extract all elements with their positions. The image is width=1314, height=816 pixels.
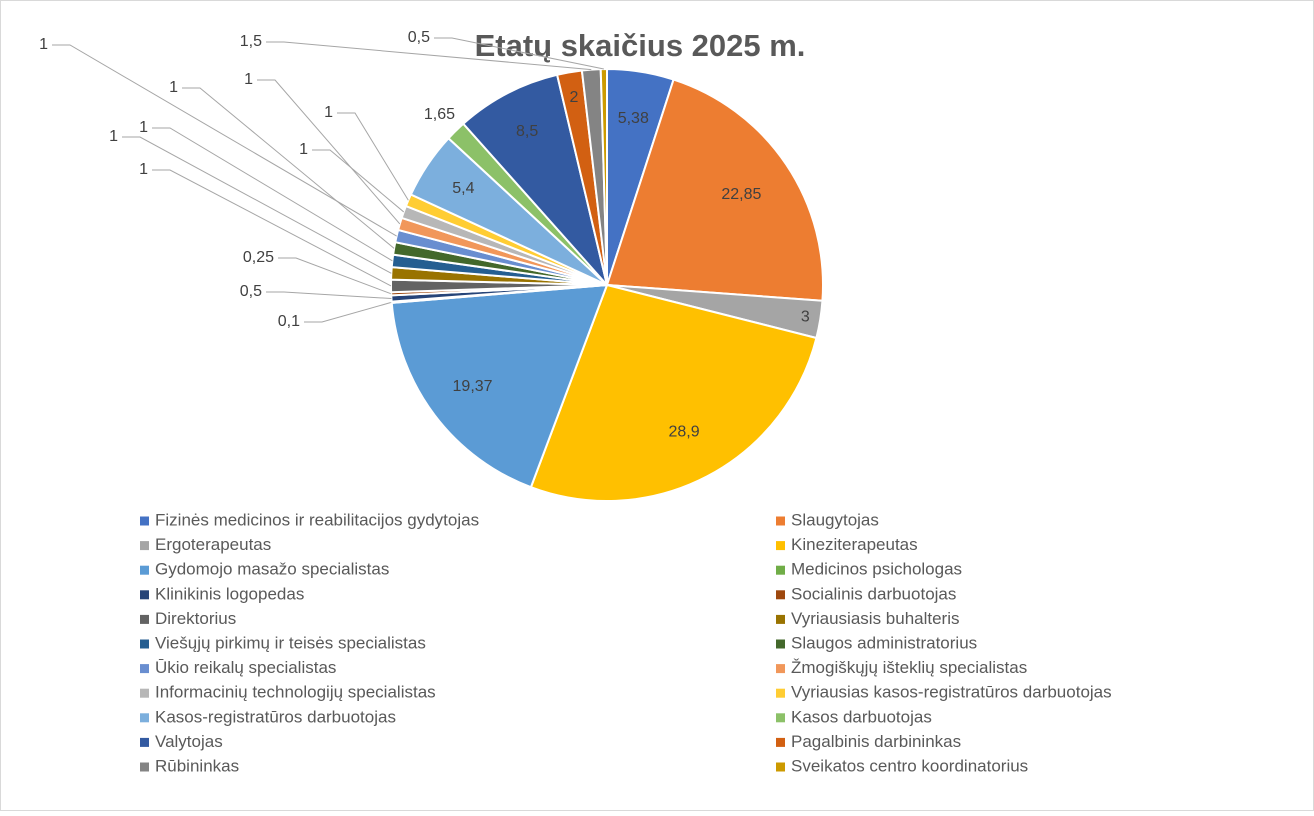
- data-label: 1: [109, 128, 118, 145]
- data-label: 5,4: [452, 180, 474, 197]
- legend-label: Gydomojo masažo specialistas: [155, 560, 389, 579]
- data-label: 22,85: [721, 186, 761, 203]
- leader-line: [152, 169, 392, 287]
- legend-swatch: [776, 541, 785, 551]
- data-label: 0,5: [408, 29, 430, 46]
- legend-label: Socialinis darbuotojas: [791, 584, 956, 603]
- legend-swatch: [776, 516, 785, 526]
- data-label: 1,65: [424, 106, 455, 123]
- data-label: 0,25: [243, 249, 274, 266]
- data-label: 28,9: [668, 424, 699, 441]
- legend-label: Sveikatos centro koordinatorius: [791, 756, 1028, 775]
- legend-label: Žmogiškųjų išteklių specialistas: [791, 658, 1027, 677]
- leader-line: [266, 41, 592, 71]
- data-label: 1: [139, 119, 148, 136]
- legend-swatch: [140, 565, 149, 575]
- legend-swatch: [776, 590, 785, 600]
- legend-label: Direktorius: [155, 609, 236, 628]
- leader-line: [152, 127, 393, 262]
- legend-label: Informacinių technologijų specialistas: [155, 683, 436, 702]
- leader-line: [337, 112, 409, 201]
- data-label: 5,38: [618, 110, 649, 127]
- legend-label: Vyriausias kasos-registratūros darbuotoj…: [791, 683, 1112, 702]
- leader-line: [122, 136, 392, 274]
- legend-swatch: [140, 639, 149, 649]
- legend-swatch: [140, 664, 149, 674]
- legend-label: Ergoterapeutas: [155, 535, 271, 554]
- pie-slice: [461, 73, 608, 286]
- legend-label: Pagalbinis darbininkas: [791, 732, 961, 751]
- data-label: 1: [169, 79, 178, 96]
- data-label: 2: [570, 89, 579, 106]
- legend-swatch: [140, 590, 149, 600]
- data-label: 3: [801, 308, 810, 325]
- legend-label: Valytojas: [155, 732, 223, 751]
- legend-swatch: [776, 565, 785, 575]
- pie-slice: [605, 78, 824, 302]
- data-label: 1: [299, 141, 308, 158]
- legend-swatch: [776, 688, 785, 698]
- legend-label: Slaugos administratorius: [791, 633, 977, 652]
- legend-label: Slaugytojas: [791, 510, 879, 529]
- leader-line: [257, 79, 401, 225]
- data-label: 1: [39, 36, 48, 53]
- data-label: 1,5: [240, 33, 262, 50]
- legend-label: Rūbininkas: [155, 756, 239, 775]
- data-label: 19,37: [453, 378, 493, 395]
- legend-label: Kasos darbuotojas: [791, 707, 932, 726]
- legend-label: Klinikinis logopedas: [155, 584, 304, 603]
- legend-label: Viešųjų pirkimų ir teisės specialistas: [155, 633, 426, 652]
- legend-swatch: [776, 664, 785, 674]
- data-label: 1: [244, 71, 253, 88]
- data-label: 8,5: [516, 123, 538, 140]
- data-label: 0,1: [278, 313, 300, 330]
- leader-line: [182, 87, 395, 249]
- legend-label: Medicinos psichologas: [791, 560, 962, 579]
- legend-swatch: [140, 762, 149, 772]
- pie-slice: [529, 283, 818, 502]
- pie-slice: [599, 67, 608, 286]
- leader-line: [278, 257, 392, 295]
- data-label: 1: [139, 161, 148, 178]
- legend-swatch: [776, 762, 785, 772]
- legend-swatch: [776, 737, 785, 747]
- leader-line: [266, 291, 392, 300]
- legend-swatch: [140, 737, 149, 747]
- pie-slice: [390, 283, 609, 489]
- chart-title: Etatų skaičius 2025 m.: [475, 28, 806, 63]
- legend-label: Kasos-registratūros darbuotojas: [155, 707, 396, 726]
- legend-label: Ūkio reikalų specialistas: [155, 658, 336, 677]
- legend-swatch: [140, 516, 149, 526]
- legend-swatch: [776, 713, 785, 723]
- legend-swatch: [776, 639, 785, 649]
- legend-swatch: [140, 688, 149, 698]
- legend-swatch: [140, 541, 149, 551]
- leader-line: [304, 301, 392, 323]
- leader-line: [52, 44, 397, 237]
- data-label: 1: [324, 104, 333, 121]
- legend-label: Fizinės medicinos ir reabilitacijos gydy…: [155, 510, 479, 529]
- leader-line: [312, 149, 405, 213]
- leader-line: [434, 37, 604, 70]
- legend-label: Vyriausiasis buhalteris: [791, 609, 960, 628]
- legend-swatch: [776, 614, 785, 624]
- legend-swatch: [140, 713, 149, 723]
- data-label: 0,5: [240, 283, 262, 300]
- legend-swatch: [140, 614, 149, 624]
- legend-label: Kineziterapeutas: [791, 535, 918, 554]
